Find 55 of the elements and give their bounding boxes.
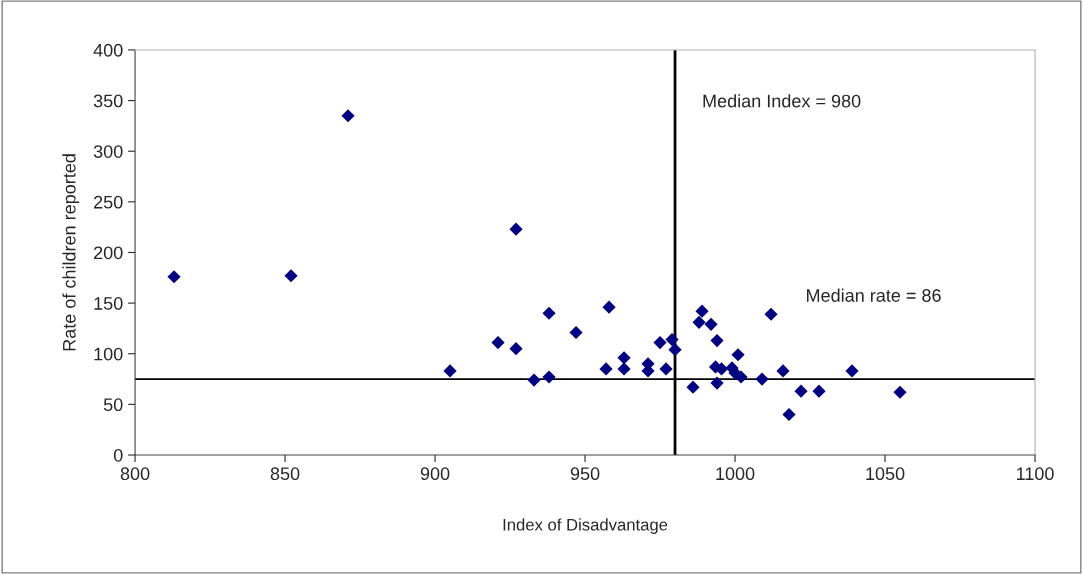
point — [542, 370, 556, 384]
point — [668, 343, 682, 357]
annotation: Median rate = 86 — [807, 288, 941, 302]
point — [443, 364, 457, 378]
point — [527, 373, 541, 387]
point — [776, 364, 790, 378]
point — [731, 348, 745, 362]
point — [710, 376, 724, 390]
y-tick-label: 50 — [103, 398, 123, 412]
point — [167, 270, 181, 284]
point — [845, 364, 859, 378]
point — [695, 304, 709, 318]
y-tick-label: 100 — [94, 347, 123, 361]
point — [665, 332, 679, 347]
point — [509, 342, 523, 356]
point — [284, 269, 298, 283]
point — [659, 362, 673, 376]
x-axis-title: Index of Disadvantage — [503, 518, 668, 534]
point — [734, 370, 748, 384]
point — [542, 306, 556, 320]
y-tick-label: 250 — [94, 195, 123, 209]
point — [617, 351, 631, 365]
x-tick-label: 900 — [420, 467, 450, 481]
y-tick-label: 0 — [113, 448, 123, 462]
y-tick-label: 300 — [93, 145, 123, 158]
y-tick-label: 150 — [94, 297, 123, 310]
y-tick-label: 350 — [93, 94, 123, 108]
point — [692, 315, 706, 329]
x-tick-label: 1100 — [1016, 467, 1054, 481]
point — [653, 336, 667, 350]
point — [782, 407, 796, 422]
x-tick-label: 950 — [570, 467, 600, 481]
x-tick-label: 1050 — [866, 467, 905, 481]
point — [764, 307, 778, 321]
point — [602, 300, 616, 314]
point — [341, 109, 355, 123]
point — [755, 372, 769, 386]
point — [509, 222, 523, 236]
point — [491, 336, 505, 350]
point — [686, 380, 700, 394]
x-tick-label: 1000 — [716, 467, 755, 481]
y-axis-title: Rate of children reported — [62, 154, 80, 351]
y-tick-label: 200 — [94, 246, 123, 260]
x-tick-label: 850 — [270, 467, 300, 481]
point — [704, 317, 718, 331]
annotation: Median Index = 980 — [703, 94, 861, 108]
point — [794, 384, 808, 398]
x-tick-label: 800 — [120, 467, 150, 481]
point — [812, 384, 826, 398]
point — [599, 362, 613, 376]
point — [569, 325, 583, 340]
point — [893, 385, 907, 399]
point — [617, 362, 631, 376]
point — [710, 333, 724, 348]
y-tick-label: 400 — [93, 43, 123, 57]
